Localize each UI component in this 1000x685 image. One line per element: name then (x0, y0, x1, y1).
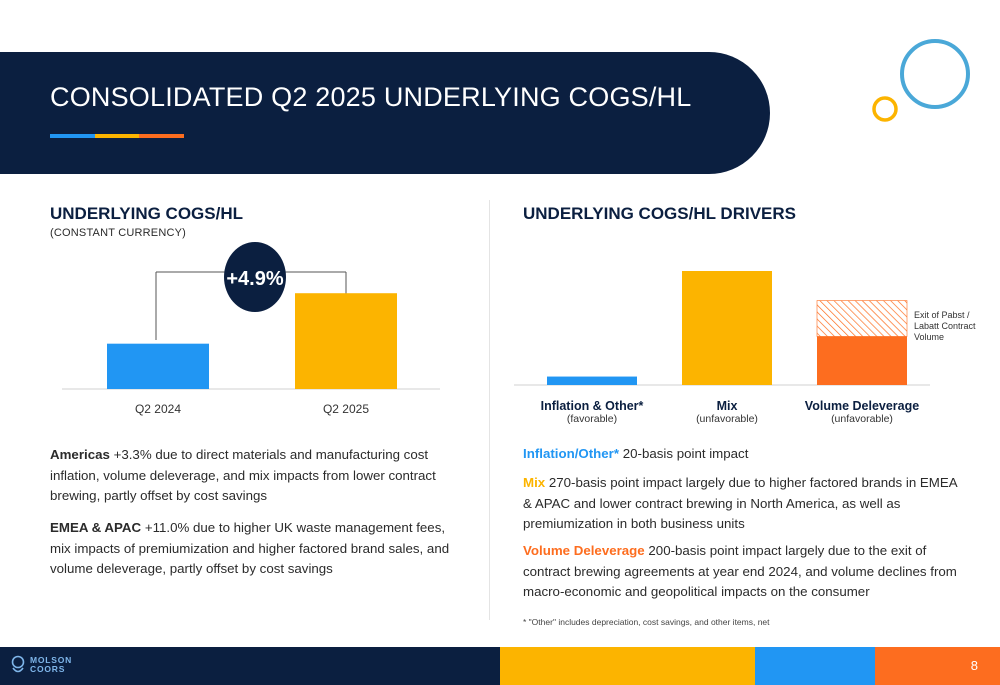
left-section-subtitle: (CONSTANT CURRENCY) (50, 227, 187, 239)
inflation-label: Inflation/Other* (523, 446, 620, 461)
footnote: * "Other" includes depreciation, cost sa… (523, 617, 770, 627)
bar-volume-deleverage-exit-contract (816, 300, 908, 337)
molson-coors-logo: MOLSON COORS (10, 655, 72, 675)
volume-deleverage-label: Volume Deleverage (523, 543, 645, 558)
page-number: 8 (970, 658, 978, 673)
volume-deleverage-text: 200-basis point impact largely due to th… (523, 543, 957, 599)
driver-label: Volume Deleverage (805, 399, 919, 413)
inflation-commentary: Inflation/Other* 20-basis point impact (523, 444, 968, 465)
footer-bar: MOLSON COORS 8 (0, 647, 1000, 685)
section-divider (489, 200, 490, 620)
footer-gold-block (500, 647, 755, 685)
emea-apac-commentary: EMEA & APAC +11.0% due to higher UK wast… (50, 518, 465, 580)
logo-text-molson: MOLSON (30, 655, 73, 665)
right-section-title: UNDERLYING COGS/HL DRIVERS (523, 204, 796, 223)
driver-sublabel: (unfavorable) (831, 413, 893, 425)
rule-segment-orange (139, 134, 185, 138)
footer-blue-block (755, 647, 875, 685)
cogs-hl-chart: Q2 2024 Q2 2025 +4.9% (62, 242, 440, 416)
americas-commentary: Americas +3.3% due to direct materials a… (50, 445, 465, 507)
americas-label: Americas (50, 447, 110, 462)
decorative-circles-icon (872, 39, 970, 122)
bar-q2-2024 (107, 343, 209, 389)
change-badge (224, 242, 286, 312)
exit-note-line-3: Volume (914, 332, 944, 342)
page-title: CONSOLIDATED Q2 2025 UNDERLYING COGS/HL (50, 82, 692, 112)
bar-mix (682, 271, 772, 385)
logo-text-coors: COORS (30, 664, 66, 674)
rule-segment-blue (50, 134, 95, 138)
volume-deleverage-commentary: Volume Deleverage 200-basis point impact… (523, 541, 968, 603)
logo-mark-icon (11, 655, 25, 673)
change-badge-label: +4.9% (226, 268, 283, 290)
exit-note-line-2: Labatt Contract (914, 321, 976, 331)
bar-q2-2025 (295, 293, 397, 389)
x-tick-label: Q2 2025 (323, 402, 369, 416)
emea-apac-label: EMEA & APAC (50, 520, 142, 535)
driver-sublabel: (favorable) (567, 413, 617, 425)
footer-navy-block: MOLSON COORS (0, 647, 500, 685)
bar-volume-deleverage-other (817, 336, 907, 385)
rule-segment-gold (94, 134, 140, 138)
left-section-title: UNDERLYING COGS/HL (50, 204, 244, 223)
footer-orange-block: 8 (875, 647, 1000, 685)
bar-inflation-other (547, 376, 637, 385)
cogs-hl-drivers-chart: Inflation & Other*(favorable)Mix(unfavor… (514, 271, 976, 425)
driver-label: Inflation & Other* (541, 399, 644, 413)
title-accent-rule (50, 134, 185, 138)
mix-commentary: Mix 270-basis point impact largely due t… (523, 473, 968, 535)
driver-label: Mix (717, 399, 738, 413)
exit-note-line-1: Exit of Pabst / (914, 310, 970, 320)
emea-apac-text: +11.0% due to higher UK waste management… (50, 520, 450, 576)
inflation-text: 20-basis point impact (619, 446, 749, 461)
x-tick-label: Q2 2024 (135, 402, 181, 416)
mix-text: 270-basis point impact largely due to hi… (523, 475, 957, 531)
mix-label: Mix (523, 475, 546, 490)
header-band (0, 52, 770, 174)
americas-text: +3.3% due to direct materials and manufa… (50, 447, 436, 503)
driver-sublabel: (unfavorable) (696, 413, 758, 425)
